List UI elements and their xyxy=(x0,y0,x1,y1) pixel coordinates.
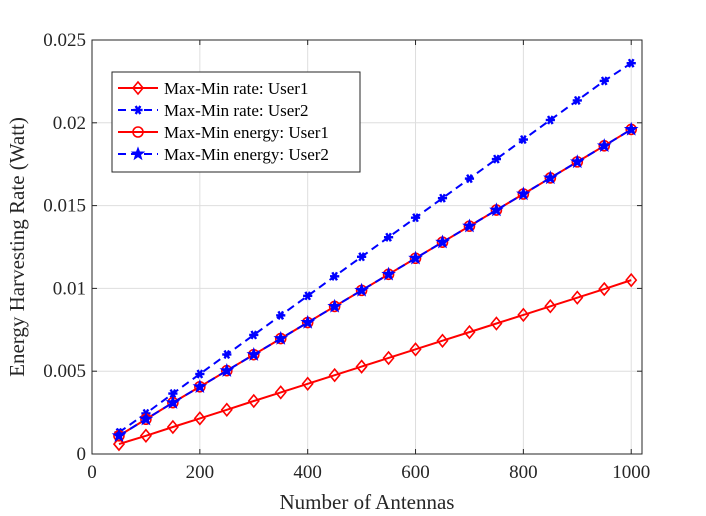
star-marker xyxy=(623,121,639,136)
series-1 xyxy=(112,272,638,452)
legend-item: Max-Min energy: User1 xyxy=(118,123,329,142)
star-marker xyxy=(138,411,154,426)
x-axis-title: Number of Antennas xyxy=(280,490,455,514)
diamond-marker xyxy=(598,281,611,297)
diamond-marker xyxy=(274,385,287,400)
diamond-marker xyxy=(625,272,638,288)
y-tick-labels: 0 0.005 0.01 0.015 0.02 0.025 xyxy=(43,30,86,465)
star-marker xyxy=(543,170,558,185)
star-marker xyxy=(570,154,585,169)
star-marker xyxy=(300,314,315,329)
asterisk-marker xyxy=(626,58,636,68)
diamond-marker xyxy=(463,324,476,340)
star-marker xyxy=(219,363,235,377)
star-marker xyxy=(381,266,396,281)
axis-ticks xyxy=(91,39,642,455)
x-tick-label: 1000 xyxy=(612,462,650,483)
diamond-marker xyxy=(301,376,314,392)
diamond-marker xyxy=(193,411,206,426)
asterisk-marker xyxy=(222,349,232,360)
diamond-marker xyxy=(247,393,260,409)
y-tick-label: 0.01 xyxy=(53,278,86,299)
series-layer xyxy=(111,58,639,452)
series-line xyxy=(118,62,632,434)
asterisk-marker xyxy=(572,95,582,106)
star-marker xyxy=(246,346,262,361)
y-axis-title: Energy Harvesting Rate (Watt) xyxy=(5,117,29,377)
legend-label: Max-Min rate: User1 xyxy=(164,79,308,98)
y-tick-label: 0.015 xyxy=(43,196,86,217)
x-tick-label: 200 xyxy=(186,462,215,483)
legend-item: Max-Min rate: User1 xyxy=(118,79,308,98)
diamond-marker xyxy=(166,419,179,435)
asterisk-marker xyxy=(276,310,286,320)
star-marker xyxy=(111,428,127,442)
star-marker xyxy=(273,330,289,345)
asterisk-marker xyxy=(518,134,528,145)
asterisk-marker xyxy=(383,232,394,242)
diamond-marker xyxy=(544,299,557,314)
star-marker xyxy=(327,298,342,313)
star-marker xyxy=(489,202,504,217)
asterisk-marker xyxy=(195,369,205,379)
diamond-marker xyxy=(328,367,341,383)
legend-item: Max-Min energy: User2 xyxy=(118,145,329,164)
diamond-marker xyxy=(131,80,145,96)
diamond-marker xyxy=(220,402,233,418)
series-2 xyxy=(114,58,636,438)
asterisk-marker xyxy=(545,115,555,125)
series-line xyxy=(118,128,632,437)
asterisk-marker xyxy=(491,154,502,164)
x-tick-label: 0 xyxy=(87,462,97,483)
plot-frame xyxy=(91,39,643,455)
x-tick-label: 400 xyxy=(293,462,322,483)
star-marker xyxy=(596,138,612,153)
star-marker xyxy=(516,186,531,201)
star-marker xyxy=(192,379,208,393)
asterisk-marker xyxy=(303,291,313,301)
asterisk-marker xyxy=(168,388,178,399)
y-tick-label: 0 xyxy=(77,444,87,465)
diamond-marker xyxy=(112,436,126,452)
star-marker xyxy=(435,234,450,249)
legend: Max-Min rate: User1 Max-Min rate: User2 Ma… xyxy=(111,71,361,173)
star-marker xyxy=(408,250,423,265)
x-tick-labels: 0 200 400 600 800 1000 xyxy=(87,462,650,483)
legend-label: Max-Min energy: User1 xyxy=(164,123,329,142)
series-4 xyxy=(111,121,639,442)
y-tick-label: 0.025 xyxy=(43,30,86,51)
legend-item: Max-Min rate: User2 xyxy=(118,101,308,120)
asterisk-marker xyxy=(410,213,421,223)
asterisk-marker xyxy=(357,252,367,262)
asterisk-marker xyxy=(133,105,143,115)
diamond-marker xyxy=(409,342,422,357)
star-marker xyxy=(462,218,477,233)
x-tick-label: 800 xyxy=(509,462,538,483)
x-tick-label: 600 xyxy=(401,462,430,483)
star-marker xyxy=(130,146,146,161)
y-tick-label: 0.005 xyxy=(43,361,86,382)
diamond-marker xyxy=(571,290,584,305)
circle-marker xyxy=(132,126,144,138)
asterisk-marker xyxy=(249,330,259,340)
y-tick-label: 0.02 xyxy=(53,113,86,134)
diamond-marker xyxy=(355,359,368,374)
diamond-marker xyxy=(382,350,395,366)
diamond-marker xyxy=(139,428,152,444)
star-marker xyxy=(165,394,181,409)
legend-label: Max-Min energy: User2 xyxy=(164,145,329,164)
asterisk-marker xyxy=(464,174,475,184)
asterisk-marker xyxy=(599,76,609,86)
diamond-marker xyxy=(490,316,503,331)
diamond-marker xyxy=(436,333,449,348)
star-marker xyxy=(354,282,369,297)
legend-label: Max-Min rate: User2 xyxy=(164,101,308,120)
diamond-marker xyxy=(517,307,530,323)
asterisk-marker xyxy=(330,271,340,281)
asterisk-marker xyxy=(437,193,448,203)
